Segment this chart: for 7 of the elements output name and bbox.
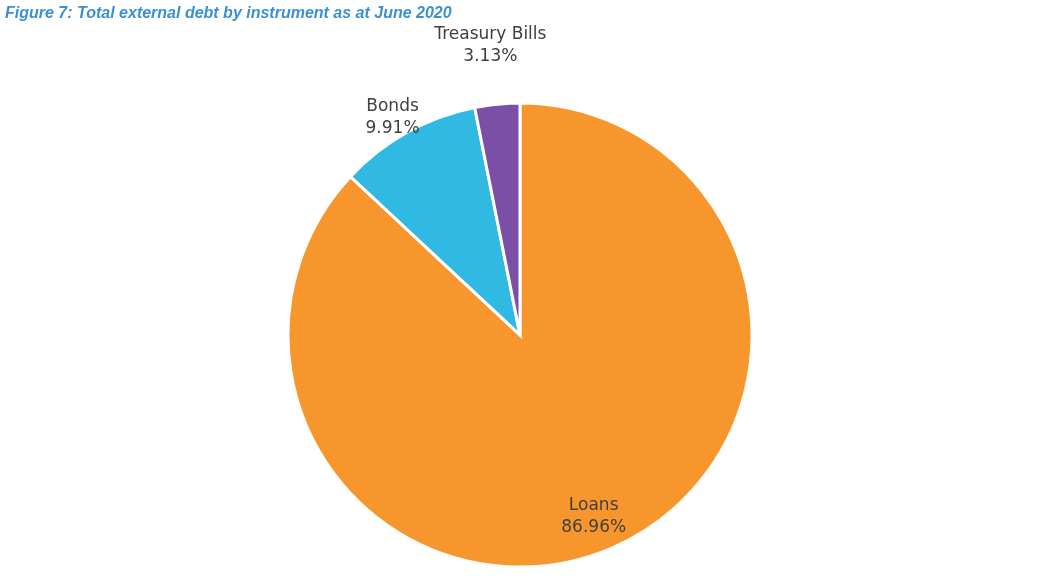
- data-label: 86.96%: [561, 515, 627, 536]
- data-label: 3.13%: [463, 45, 518, 66]
- slice-label: Loans: [568, 493, 619, 514]
- slice-label: Bonds: [366, 95, 419, 116]
- slice-label: Treasury Bills: [433, 23, 547, 44]
- chart-title: Figure 7: Total external debt by instrument as at June 2020: [5, 4, 452, 22]
- data-label: 9.91%: [365, 117, 420, 138]
